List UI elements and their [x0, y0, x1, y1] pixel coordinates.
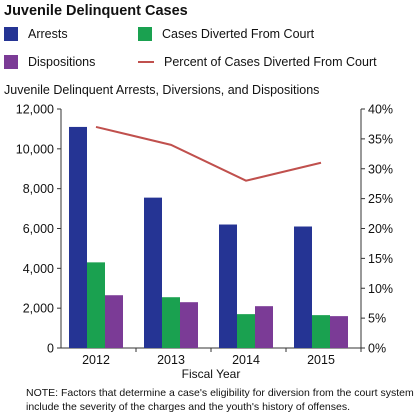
- y-tick-label-right: 25%: [368, 192, 393, 206]
- bar-arrests-2015: [294, 226, 312, 348]
- legend-label-diverted: Cases Diverted From Court: [162, 27, 315, 41]
- legend-label-percent: Percent of Cases Diverted From Court: [164, 55, 377, 69]
- x-tick-label: 2014: [232, 353, 260, 367]
- bar-arrests-2012: [69, 126, 87, 348]
- y-tick-label-left: 4,000: [23, 262, 54, 276]
- y-tick-label-left: 8,000: [23, 182, 54, 196]
- bar-dispositions-2015: [330, 316, 348, 348]
- x-tick-label: 2015: [307, 353, 335, 367]
- y-tick-label-left: 12,000: [16, 103, 54, 117]
- y-tick-label-right: 20%: [368, 222, 393, 236]
- legend-swatch-dispositions: [4, 55, 18, 69]
- legend-item-diverted: Cases Diverted From Court: [138, 27, 314, 41]
- y-tick-label-left: 2,000: [23, 302, 54, 316]
- bar-arrests-2014: [219, 224, 237, 348]
- bar-dispositions-2012: [105, 295, 123, 348]
- legend-label-dispositions: Dispositions: [28, 55, 96, 69]
- y-tick-label-right: 5%: [368, 312, 386, 326]
- x-tick-label: 2013: [157, 353, 185, 367]
- footnote: NOTE: Factors that determine a case's el…: [26, 387, 414, 413]
- y-tick-label-left: 0: [47, 342, 54, 356]
- bar-cases-diverted-from-court-2012: [87, 262, 105, 348]
- legend-swatch-arrests: [4, 27, 18, 41]
- chart-title: Juvenile Delinquent Arrests, Diversions,…: [4, 83, 320, 97]
- x-tick-label: 2012: [82, 353, 110, 367]
- x-axis-label: Fiscal Year: [182, 367, 241, 381]
- bar-arrests-2013: [144, 197, 162, 348]
- bar-dispositions-2014: [255, 306, 273, 348]
- y-tick-label-right: 30%: [368, 162, 393, 176]
- y-tick-label-right: 10%: [368, 282, 393, 296]
- legend-line-percent: [138, 61, 154, 63]
- line-percent-diverted: [95, 125, 322, 182]
- bar-cases-diverted-from-court-2014: [237, 314, 255, 348]
- y-tick-label-left: 10,000: [16, 142, 54, 156]
- y-tick-label-right: 40%: [368, 103, 393, 117]
- legend-swatch-diverted: [138, 27, 152, 41]
- page-title: Juvenile Delinquent Cases: [4, 3, 188, 19]
- y-tick-label-left: 6,000: [23, 222, 54, 236]
- legend-item-percent: Percent of Cases Diverted From Court: [138, 55, 377, 69]
- y-tick-label-right: 15%: [368, 252, 393, 266]
- bar-cases-diverted-from-court-2015: [312, 315, 330, 348]
- bar-cases-diverted-from-court-2013: [162, 297, 180, 348]
- legend-label-arrests: Arrests: [28, 27, 68, 41]
- y-tick-label-right: 35%: [368, 132, 393, 146]
- bar-dispositions-2013: [180, 302, 198, 348]
- y-tick-label-right: 0%: [368, 342, 386, 356]
- legend-item-arrests: Arrests: [4, 27, 68, 41]
- legend-item-dispositions: Dispositions: [4, 55, 95, 69]
